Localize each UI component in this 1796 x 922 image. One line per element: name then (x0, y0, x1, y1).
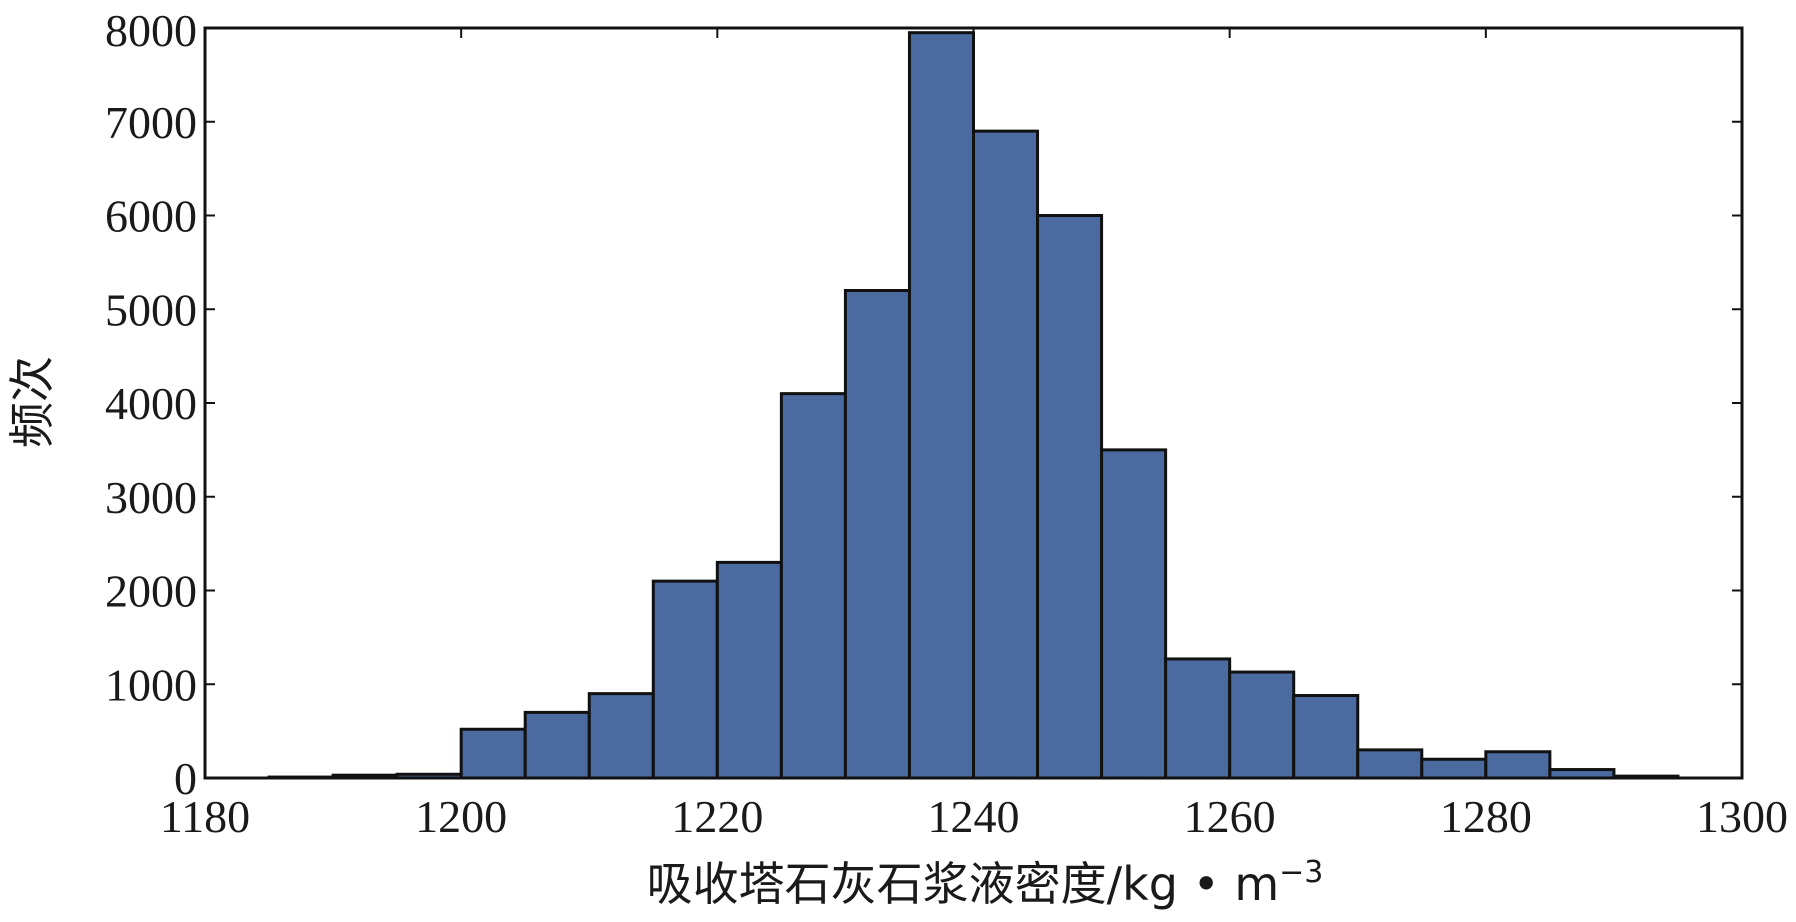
x-tick-label: 1220 (671, 791, 763, 842)
histogram-bar (1164, 657, 1232, 780)
y-axis-title: 频次 (5, 356, 59, 448)
x-tick-label: 1280 (1440, 791, 1532, 842)
y-tick-label: 5000 (105, 284, 197, 335)
y-tick-label: 1000 (105, 659, 197, 710)
histogram-bar (1292, 694, 1360, 780)
histogram-bar (1356, 748, 1424, 780)
y-tick-label: 4000 (105, 378, 197, 429)
y-axis-ticks: 0 1000 2000 3000 4000 5000 6000 7000 8000 (105, 5, 1742, 804)
histogram-bar (1484, 750, 1552, 780)
y-tick-label: 7000 (105, 97, 197, 148)
histogram-bar (907, 31, 976, 780)
x-tick-label: 1300 (1696, 791, 1788, 842)
x-axis-title: 吸收塔石灰石浆液密度/kg • m−3 (647, 855, 1324, 911)
histogram-bar (715, 560, 783, 780)
y-tick-label: 2000 (105, 566, 197, 617)
x-axis-ticks: 1180 1200 1220 1240 1260 1280 1300 (160, 28, 1788, 842)
x-tick-label: 1240 (928, 791, 1020, 842)
histogram-bar (1100, 448, 1168, 780)
histogram-bar (1228, 670, 1296, 780)
histogram-bar (651, 579, 719, 780)
histogram-bar (843, 289, 911, 780)
histogram-bar (779, 392, 847, 780)
histogram-bar (459, 727, 527, 780)
x-tick-label: 1180 (160, 791, 250, 842)
y-tick-label: 6000 (105, 191, 197, 242)
histogram-bar (1420, 757, 1488, 780)
histogram-bars (267, 31, 1680, 780)
histogram-bar (523, 710, 591, 780)
histogram-bar (587, 692, 655, 780)
x-axis-title-main: 吸收塔石灰石浆液密度/kg • m (647, 857, 1280, 911)
y-tick-label: 0 (174, 753, 197, 804)
x-tick-label: 1200 (415, 791, 507, 842)
histogram-bar (1036, 214, 1104, 780)
y-tick-label: 3000 (105, 472, 197, 523)
x-axis-title-superscript: −3 (1279, 855, 1323, 890)
y-tick-label: 8000 (105, 5, 197, 56)
x-tick-label: 1260 (1184, 791, 1276, 842)
histogram-bar (972, 129, 1040, 780)
